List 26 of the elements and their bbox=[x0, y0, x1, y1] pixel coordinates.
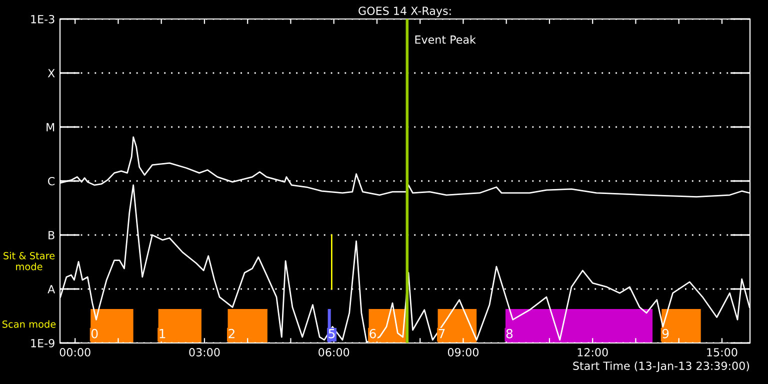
x-tick-label: 00:00 bbox=[60, 348, 90, 356]
band-label: 7 bbox=[438, 329, 445, 338]
text: Scan mode bbox=[2, 320, 56, 328]
band-label: 2 bbox=[228, 328, 234, 338]
band-label: 1 bbox=[160, 329, 166, 338]
x-tick-label: 06:00 bbox=[318, 348, 350, 356]
y-tick-label: 1E-3 bbox=[31, 14, 54, 24]
band-label: 6 bbox=[370, 328, 376, 338]
x-axis-title: Start Time (13-Jan-13 23:39:00) bbox=[573, 361, 750, 372]
ref-line-label: Event Peak bbox=[415, 35, 476, 44]
band-label: 5 bbox=[328, 329, 335, 338]
x-tick-label: 03:00 bbox=[189, 348, 220, 356]
y-tick-label: M bbox=[46, 123, 54, 132]
x-tick-label: 12:00 bbox=[578, 348, 608, 356]
y-tick-label: 1E-9 bbox=[31, 338, 54, 348]
band-label: 0 bbox=[91, 328, 98, 338]
text: Sit & Stare mode bbox=[4, 252, 55, 270]
y-tick-label: B bbox=[48, 231, 54, 240]
x-tick-label: 15:00 bbox=[707, 348, 738, 356]
y-tick-label: X bbox=[48, 69, 55, 78]
band-label: 8 bbox=[506, 328, 513, 338]
chart-title: GOES 14 X-Rays: bbox=[358, 6, 451, 18]
band-label: 9 bbox=[662, 328, 669, 338]
y-tick-label: C bbox=[48, 176, 55, 186]
y-tick-label: A bbox=[48, 285, 56, 294]
x-tick-label: 09:00 bbox=[448, 348, 478, 356]
